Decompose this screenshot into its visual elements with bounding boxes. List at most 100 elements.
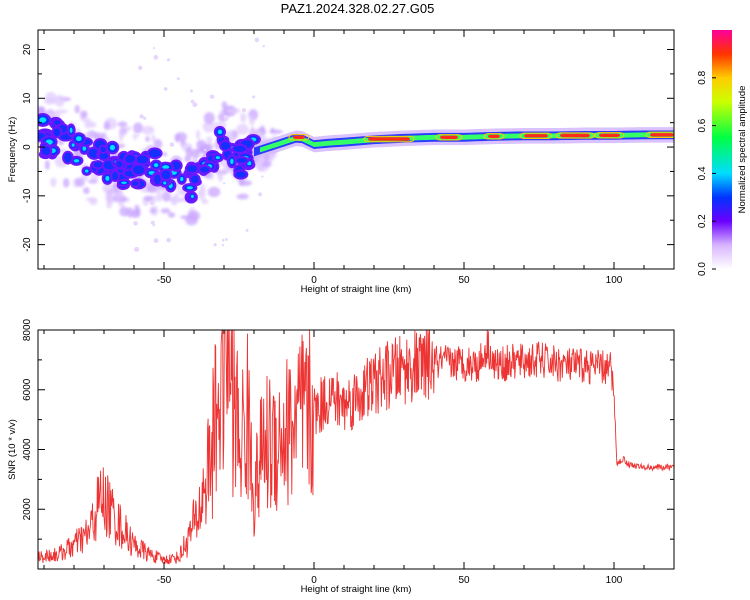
spectrogram-blob bbox=[136, 208, 141, 216]
spectrogram-blob-core bbox=[221, 142, 230, 150]
spectrogram-dot bbox=[252, 95, 256, 99]
snr-y-tick-label: 4000 bbox=[22, 438, 33, 461]
spectrogram-blob bbox=[83, 187, 90, 195]
spectrogram-blob bbox=[89, 121, 97, 128]
spectrogram-blob bbox=[54, 95, 65, 107]
spectrogram-blob-peak bbox=[39, 117, 47, 123]
spectrogram-dot bbox=[190, 89, 194, 93]
spectrogram-blob-core bbox=[236, 158, 248, 163]
spectrogram-blob bbox=[226, 108, 241, 114]
colorbar: 0.0 0.2 0.4 0.6 0.8 Normalized spectral ampl… bbox=[697, 30, 748, 276]
spectrogram-marks bbox=[38, 37, 674, 252]
spectrogram-blob bbox=[156, 190, 163, 202]
spectrogram-dot bbox=[137, 134, 140, 137]
spectrogram-blob-peak bbox=[75, 136, 82, 142]
spectrogram-dot bbox=[152, 47, 156, 50]
snr-y-tick-label: 6000 bbox=[22, 378, 33, 401]
spectrogram-blob bbox=[119, 130, 126, 138]
spectrogram-blob bbox=[133, 122, 143, 134]
spectrogram-blob-core bbox=[200, 166, 210, 173]
spectrogram-blob bbox=[149, 208, 157, 213]
spectrogram-dot bbox=[153, 238, 159, 244]
spectrogram-blob-core bbox=[235, 171, 247, 178]
colorbar-ticks: 0.0 0.2 0.4 0.6 0.8 bbox=[697, 70, 716, 276]
spectrogram-blob bbox=[117, 121, 128, 128]
spectrogram-blob bbox=[185, 147, 193, 157]
snr-x-tick-label: -50 bbox=[157, 575, 172, 586]
spectrogram-hot-edge bbox=[435, 134, 463, 141]
spectrogram-blob bbox=[50, 177, 57, 188]
spectrogram-blob-core bbox=[53, 120, 61, 125]
spectrogram-blob bbox=[261, 161, 272, 168]
spectrogram-blob bbox=[112, 181, 118, 189]
snr-panel: -50 0 50 100 2000 4000 6000 8000 Height of stra… bbox=[7, 318, 675, 595]
spectrogram-dot bbox=[223, 114, 229, 120]
snr-y-tick-label: 2000 bbox=[22, 498, 33, 521]
spectrogram-blob-peak bbox=[71, 143, 75, 147]
spectrogram-blob bbox=[88, 179, 98, 184]
spectrogram-dot bbox=[241, 108, 247, 113]
spectrogram-dot bbox=[190, 99, 195, 104]
spectrogram-blob bbox=[236, 123, 249, 135]
spectrogram-hot-segment bbox=[650, 133, 674, 137]
spectrogram-frame bbox=[37, 29, 675, 270]
spectrogram-hot-edge bbox=[288, 134, 310, 141]
spectrogram-dot bbox=[221, 238, 225, 242]
spectrogram-blob-core bbox=[148, 149, 161, 158]
spectrogram-dot bbox=[142, 116, 147, 120]
snr-y-axis-label: SNR (10 * v/v) bbox=[7, 419, 18, 480]
spectrogram-blob-core bbox=[136, 155, 148, 164]
spectrogram-blob bbox=[84, 118, 92, 129]
spectrogram-blob bbox=[141, 125, 155, 135]
spectrogram-blob-core bbox=[64, 152, 72, 163]
spectrogram-blob bbox=[249, 115, 255, 126]
spectrogram-dot bbox=[258, 192, 263, 197]
colorbar-label: Normalized spectral amplitude bbox=[737, 86, 748, 214]
spectrogram-blob bbox=[174, 193, 179, 200]
spectrogram-dot bbox=[192, 102, 198, 108]
colorbar-tick-label: 0.4 bbox=[697, 166, 708, 180]
spectrogram-blob bbox=[196, 129, 201, 140]
spectrogram-blob-core bbox=[93, 161, 103, 168]
spectrogram-hot-segment bbox=[488, 134, 500, 139]
spectrogram-blob bbox=[174, 133, 181, 143]
spectrogram-blob-core bbox=[53, 128, 61, 137]
spectrogram-dot bbox=[163, 87, 168, 91]
spectrogram-blob bbox=[103, 121, 111, 131]
chart-title: PAZ1.2024.328.02.27.G05 bbox=[280, 1, 435, 16]
spectrogram-blob bbox=[143, 195, 154, 201]
spectrogram-dot bbox=[176, 77, 180, 81]
spectrogram-dot bbox=[149, 200, 155, 206]
spectrogram-hot-segment bbox=[524, 134, 548, 138]
spectrogram-x-tick-label: 0 bbox=[311, 275, 317, 286]
spectrogram-blob-peak bbox=[217, 129, 223, 135]
spectrogram-blob bbox=[236, 193, 249, 200]
snr-x-tick-label: 0 bbox=[311, 575, 317, 586]
snr-frame bbox=[37, 329, 675, 570]
colorbar-tick-label: 0.0 bbox=[697, 262, 708, 276]
spectrogram-dot bbox=[139, 114, 144, 119]
spectrogram-blob-peak bbox=[121, 181, 127, 184]
spectrogram-x-tick-label: 50 bbox=[458, 275, 470, 286]
spectrogram-blob-peak bbox=[82, 145, 87, 151]
spectrogram-hot-edge bbox=[645, 131, 674, 139]
spectrogram-blob bbox=[126, 207, 134, 218]
spectrogram-blob-core bbox=[100, 146, 106, 152]
spectrogram-blob bbox=[202, 121, 216, 133]
spectrogram-blob bbox=[106, 200, 113, 209]
spectrogram-hot-edge bbox=[555, 132, 595, 139]
spectrogram-dot bbox=[261, 175, 264, 178]
spectrogram-blob bbox=[169, 197, 183, 203]
snr-y-tick-label: 8000 bbox=[22, 318, 33, 341]
colorbar-tick-label: 0.8 bbox=[697, 70, 708, 84]
spectrogram-blob bbox=[74, 104, 80, 114]
spectrogram-hot-edge bbox=[594, 132, 625, 139]
spectrogram-blob-core bbox=[131, 181, 139, 186]
spectrogram-dot bbox=[166, 237, 171, 243]
spectrogram-blob-core bbox=[125, 154, 135, 164]
spectrogram-blob-core bbox=[154, 174, 161, 185]
spectrogram-dot bbox=[149, 127, 153, 132]
spectrogram-blob bbox=[102, 182, 112, 194]
spectrogram-blob bbox=[75, 177, 85, 187]
